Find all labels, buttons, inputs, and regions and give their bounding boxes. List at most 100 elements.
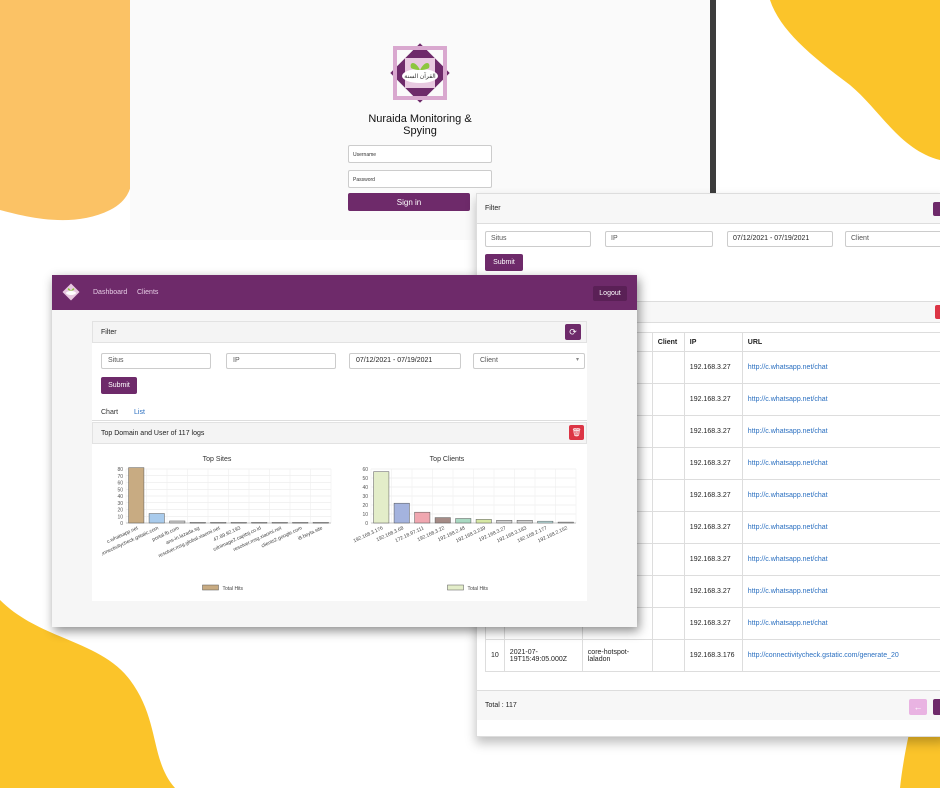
bar[interactable] [434,517,451,524]
signin-button[interactable]: Sign in [348,193,470,211]
logs-submit-button[interactable]: Submit [485,254,523,271]
cell-client [651,607,685,640]
submit-button[interactable]: Submit [101,377,137,394]
next-page-button[interactable] [933,699,940,715]
bar[interactable] [128,467,145,524]
y-tick-label: 20 [117,508,123,514]
password-field[interactable]: Password [348,170,492,188]
cell-ip: 192.168.3.27 [683,415,743,448]
bar[interactable] [169,520,186,524]
top-clients-chart: 0102030405060192.168.3.176192.168.3.6817… [353,467,577,592]
logs-situs-input[interactable]: Situs [485,231,591,247]
trash-icon[interactable]: 🗑 [569,425,584,440]
bar[interactable] [230,522,247,524]
bar[interactable] [496,520,513,524]
cell-url[interactable]: http://connectivitycheck.gstatic.com/gen… [741,639,940,672]
logs-ip-input[interactable]: IP [605,231,713,247]
logs-footer: Total : 117 [477,690,940,720]
situs-input[interactable]: Situs [101,353,211,369]
cell-url[interactable]: http://c.whatsapp.net/chat [741,511,940,544]
bar[interactable] [251,522,268,524]
cell-client [651,639,685,672]
filter-header: Filter [92,321,587,343]
prev-page-button[interactable]: ← [909,699,927,715]
nav-clients-link[interactable]: Clients [137,289,159,296]
y-tick-label: 50 [117,487,123,493]
cell-url[interactable]: http://c.whatsapp.net/chat [741,415,940,448]
logs-date-range-input[interactable]: 07/12/2021 - 07/19/2021 [727,231,833,247]
bar[interactable] [455,518,472,524]
cell-url[interactable]: http://c.whatsapp.net/chat [741,447,940,480]
column-ip: IP [683,332,743,352]
date-range-input[interactable]: 07/12/2021 - 07/19/2021 [349,353,461,369]
y-tick-label: 40 [362,485,368,491]
tab-divider [92,420,587,421]
tab-chart[interactable]: Chart [101,409,119,416]
bar[interactable] [537,520,554,524]
client-select[interactable]: Client ▾ [473,353,585,369]
bar[interactable] [292,522,309,524]
navbar: Dashboard Clients Logout [52,275,637,310]
y-tick-label: 30 [117,501,123,507]
y-tick-label: 0 [365,521,368,527]
ip-input[interactable]: IP [226,353,336,369]
login-title: Nuraida Monitoring & Spying [368,113,472,137]
bar[interactable] [393,502,410,524]
cell-ip: 192.168.3.27 [683,511,743,544]
table-row[interactable]: 10 2021-07- 19T15:49:05.000Z core-hotspot-… [485,639,940,672]
total-count: Total : 117 [485,702,517,709]
y-tick-label: 70 [117,474,123,480]
logs-refresh-button[interactable] [933,202,940,216]
y-tick-label: 10 [362,512,368,518]
legend-swatch [202,584,219,591]
cell-time: 2021-07- 19T15:49:05.000Z [503,639,583,672]
cell-no: 10 [485,639,505,672]
cell-client [651,511,685,544]
bar[interactable] [189,522,206,524]
cell-ip: 192.168.3.27 [683,543,743,576]
tab-list[interactable]: List [134,409,145,416]
logs-delete-button[interactable] [935,305,940,319]
legend-swatch [447,584,464,591]
nav-logo[interactable] [61,282,81,302]
y-tick-label: 80 [117,467,123,473]
logs-client-select[interactable]: Client [845,231,940,247]
username-field[interactable]: Username [348,145,492,163]
bar[interactable] [312,522,329,524]
bar[interactable] [516,520,533,524]
cell-client [651,575,685,608]
refresh-icon[interactable]: ⟳ [565,324,581,340]
cell-url[interactable]: http://c.whatsapp.net/chat [741,351,940,384]
bar[interactable] [373,471,390,524]
column-url: URL [741,332,940,352]
bar[interactable] [148,513,165,524]
bar[interactable] [557,521,574,524]
logs-filter-label: Filter [485,205,501,212]
bar[interactable] [414,511,431,524]
cell-url[interactable]: http://c.whatsapp.net/chat [741,543,940,576]
cell-ip: 192.168.3.27 [683,607,743,640]
y-tick-label: 60 [362,467,368,473]
bar[interactable] [475,519,492,524]
cell-url[interactable]: http://c.whatsapp.net/chat [741,383,940,416]
y-tick-label: 60 [117,481,123,487]
dashboard-panel: Filter ⟳ Situs IP 07/12/2021 - 07/19/202… [92,321,587,601]
y-tick-label: 40 [117,494,123,500]
y-tick-label: 20 [362,503,368,509]
cell-ip: 192.168.3.27 [683,351,743,384]
logs-filter-header: Filter [477,194,940,224]
cell-client [651,351,685,384]
dashboard-window: Dashboard Clients Logout Filter ⟳ Situs … [52,275,637,627]
column-client: Client [651,332,685,352]
nav-dashboard-link[interactable]: Dashboard [93,289,128,296]
logout-button[interactable]: Logout [593,286,627,301]
cell-url[interactable]: http://c.whatsapp.net/chat [741,575,940,608]
cell-url[interactable]: http://c.whatsapp.net/chat [741,607,940,640]
cell-url[interactable]: http://c.whatsapp.net/chat [741,479,940,512]
bar[interactable] [271,522,288,524]
chart-header: Top Domain and User of 117 logs [92,422,587,444]
bar[interactable] [210,522,227,524]
svg-text:القرآن السنة: القرآن السنة [404,72,436,80]
nuraida-logo: القرآن السنة [390,43,450,103]
y-tick-label: 50 [362,476,368,482]
